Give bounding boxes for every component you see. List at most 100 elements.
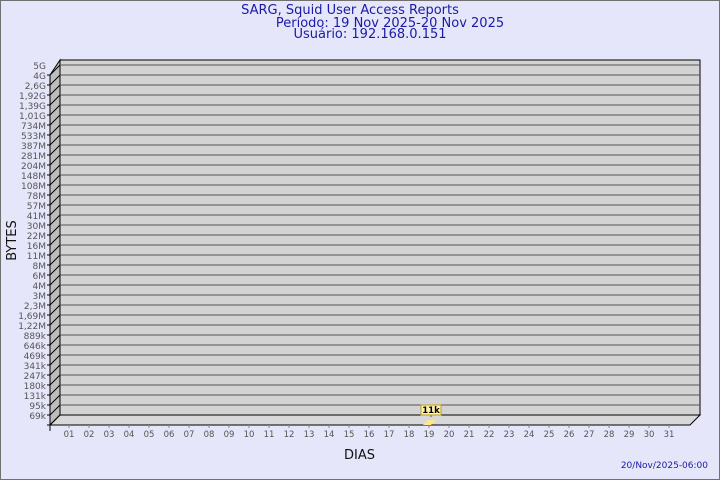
x-tick-label: 18 — [404, 430, 415, 440]
y-tick-diagonal — [49, 144, 61, 156]
y-tick-diagonal — [49, 214, 61, 226]
y-tick-diagonal — [49, 194, 61, 206]
y-tick-diagonal — [49, 114, 61, 126]
y-tick-label: 69k — [29, 412, 46, 422]
bar-label-box — [420, 404, 442, 416]
y-tick-diagonal — [49, 84, 61, 96]
x-tick-label: 04 — [124, 430, 135, 440]
y-tick-diagonal — [49, 244, 61, 256]
y-axis-label: BYTES — [4, 220, 20, 261]
y-tick-label: 341k — [24, 362, 47, 372]
y-tick-label: 1,39G — [19, 102, 46, 112]
chart-period: Período: 19 Nov 2025-20 Nov 2025 — [275, 16, 505, 31]
y-tick-label: 1,22M — [18, 322, 46, 332]
y-tick-label: 469k — [24, 352, 47, 362]
y-tick-label: 4G — [33, 72, 46, 82]
y-tick-diagonal — [49, 104, 61, 116]
y-tick-label: 11M — [27, 252, 46, 262]
y-tick-diagonal — [49, 224, 61, 236]
x-tick-label: 07 — [184, 430, 195, 440]
y-tick-label: 78M — [27, 192, 46, 202]
y-tick-diagonal — [49, 344, 61, 356]
y-tick-label: 5G — [33, 62, 46, 72]
y-tick-label: 41M — [27, 212, 46, 222]
y-tick-label: 387M — [21, 142, 46, 152]
x-tick-label: 29 — [624, 430, 635, 440]
x-tick-label: 02 — [84, 430, 95, 440]
y-tick-label: 734M — [21, 122, 46, 132]
y-tick-label: 3M — [33, 292, 47, 302]
y-tick-diagonal — [49, 124, 61, 136]
x-tick-label: 31 — [664, 430, 675, 440]
x-tick-label: 06 — [164, 430, 175, 440]
x-tick-label: 27 — [584, 430, 595, 440]
y-tick-diagonal — [49, 354, 61, 366]
y-tick-label: 180k — [24, 382, 47, 392]
y-tick-diagonal — [49, 64, 61, 76]
y-tick-label: 646k — [24, 342, 47, 352]
x-tick-label: 30 — [644, 430, 655, 440]
y-tick-label: 1,01G — [19, 112, 46, 122]
plot-back-wall — [59, 59, 701, 416]
y-tick-label: 22M — [27, 232, 46, 242]
y-tick-label: 1,69M — [18, 312, 46, 322]
x-tick-label: 20 — [444, 430, 455, 440]
y-tick-label: 108M — [21, 182, 46, 192]
y-tick-label: 95k — [29, 402, 46, 412]
y-tick-diagonal — [49, 314, 61, 326]
y-tick-label: 4M — [33, 282, 47, 292]
y-tick-diagonal — [49, 324, 61, 336]
x-tick-label: 28 — [604, 430, 615, 440]
y-tick-label: 1,92G — [19, 92, 46, 102]
y-tick-label: 30M — [27, 222, 46, 232]
y-tick-label: 6M — [33, 272, 47, 282]
y-tick-label: 8M — [33, 262, 47, 272]
y-tick-diagonal — [49, 394, 61, 406]
y-tick-diagonal — [49, 134, 61, 146]
x-tick-label: 25 — [544, 430, 555, 440]
y-tick-diagonal — [49, 264, 61, 276]
x-tick-label: 05 — [144, 430, 155, 440]
chart-user: Usuário: 192.168.0.151 — [293, 27, 447, 42]
y-tick-diagonal — [49, 404, 61, 416]
y-tick-diagonal — [49, 414, 61, 426]
y-tick-label: 57M — [27, 202, 46, 212]
plot-floor — [48, 414, 702, 426]
x-tick-label: 12 — [284, 430, 295, 440]
y-tick-label: 148M — [21, 172, 46, 182]
x-tick-label: 15 — [344, 430, 355, 440]
chart-title: SARG, Squid User Access Reports — [241, 3, 459, 18]
x-tick-label: 21 — [464, 430, 475, 440]
y-tick-diagonal — [49, 284, 61, 296]
x-tick-label: 03 — [104, 430, 115, 440]
y-tick-label: 131k — [24, 392, 47, 402]
y-tick-diagonal — [49, 254, 61, 266]
y-tick-diagonal — [49, 94, 61, 106]
y-tick-label: 204M — [21, 162, 46, 172]
y-tick-label: 2,3M — [24, 302, 46, 312]
x-tick-label: 17 — [384, 430, 395, 440]
y-tick-label: 247k — [24, 372, 47, 382]
footer-timestamp: 20/Nov/2025-06:00 — [620, 461, 708, 471]
y-tick-diagonal — [49, 274, 61, 286]
x-tick-label: 19 — [424, 430, 435, 440]
x-tick-label: 01 — [64, 430, 75, 440]
x-tick-label: 13 — [304, 430, 315, 440]
y-tick-diagonal — [49, 294, 61, 306]
y-tick-label: 533M — [21, 132, 46, 142]
y-tick-diagonal — [49, 334, 61, 346]
y-tick-diagonal — [49, 374, 61, 386]
y-tick-diagonal — [49, 174, 61, 186]
x-tick-label: 16 — [364, 430, 375, 440]
x-tick-label: 08 — [204, 430, 215, 440]
x-tick-label: 22 — [484, 430, 495, 440]
y-tick-diagonal — [49, 154, 61, 166]
x-tick-label: 26 — [564, 430, 575, 440]
y-tick-label: 889k — [24, 332, 47, 342]
bar-day-19 — [423, 420, 436, 425]
y-tick-diagonal — [49, 304, 61, 316]
x-axis-label: DIAS — [344, 448, 375, 463]
y-tick-diagonal — [49, 74, 61, 86]
y-tick-diagonal — [49, 364, 61, 376]
